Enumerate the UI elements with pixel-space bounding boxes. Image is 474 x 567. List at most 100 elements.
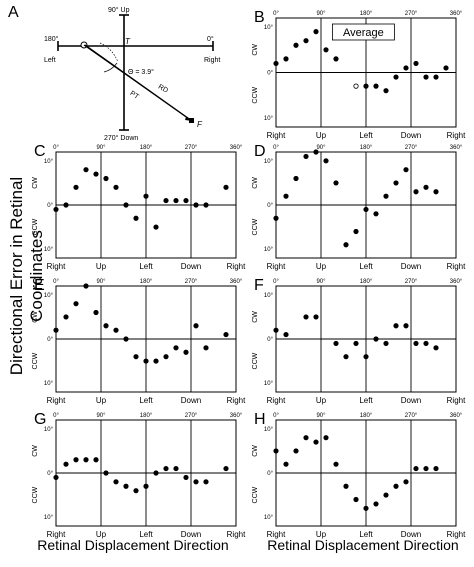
panel-g-data-point — [223, 465, 229, 472]
panel-c: C 0° 90° 180° 270° 360° Right Up Left Down Right 10… — [32, 143, 246, 271]
panel-c-data-point — [123, 202, 129, 208]
panel-g-data-point — [133, 488, 139, 494]
panel-e-bottom-tick-label: Left — [139, 396, 153, 405]
panel-h-data-point — [353, 496, 359, 503]
panel-c-cw-label: CW — [32, 177, 39, 189]
figure-x-axis-label-right: Retinal Displacement Direction — [267, 537, 459, 553]
panel-g-bottom-tick-label: Left — [139, 530, 153, 539]
panel-h-top-tick-label: 0° — [273, 413, 279, 419]
panel-h-data-point — [433, 465, 439, 472]
panel-d-y-tick-label: 10° — [264, 247, 274, 253]
panel-c-bottom-tick-label: Down — [181, 262, 201, 271]
panel-h-data-point — [273, 448, 279, 454]
panel-f-data-point — [303, 314, 309, 320]
panel-h-top-tick-label: 360° — [450, 413, 463, 419]
panel-f-y-tick-label: 10° — [264, 381, 274, 387]
panel-e-ccw-label: CCW — [32, 352, 39, 369]
panel-g-data-point — [103, 470, 109, 476]
panel-a-right-label: Right — [204, 57, 220, 64]
panel-b-top-tick-label: 90° — [316, 11, 326, 17]
panel-h-ccw-label: CCW — [252, 486, 259, 503]
panel-a-f-label: F — [197, 120, 203, 129]
panel-d-data-point — [383, 193, 389, 199]
panel-c-bottom-tick-label: Right — [47, 262, 66, 271]
panel-f-bottom-tick-label: Down — [401, 396, 421, 405]
panel-b-data-point — [273, 60, 279, 67]
panel-h-data-point — [323, 435, 329, 441]
panel-c-data-point — [53, 206, 59, 213]
panel-g-y-tick-label: 0° — [47, 471, 53, 477]
panel-e-data-point — [83, 283, 89, 289]
panel-g-top-tick-label: 270° — [185, 413, 198, 419]
panel-d-top-tick-label: 270° — [405, 145, 418, 151]
panel-a-down-label: 270° Down — [104, 134, 138, 142]
panel-b-title-box — [331, 23, 395, 41]
panel-d-data-point — [433, 189, 439, 195]
panel-e-data-point — [143, 358, 149, 364]
panel-f-top-tick-label: 180° — [360, 279, 373, 285]
panel-h-data-point — [303, 435, 309, 441]
panel-e-data-point — [153, 358, 159, 364]
panel-h-data-point — [413, 465, 419, 472]
panel-h-data-point — [393, 483, 399, 489]
panel-g-data-point — [53, 474, 59, 481]
panel-f-ccw-label: CCW — [252, 352, 259, 369]
panel-b-y-tick-label: 10° — [264, 116, 274, 122]
panel-d-y-tick-label: 10° — [264, 159, 274, 165]
panel-e-data-point — [183, 349, 189, 355]
panel-e-cw-label: CW — [32, 311, 39, 323]
panel-b-data-point — [373, 83, 379, 89]
panel-e-data-point — [123, 336, 129, 342]
panel-b-data-point — [323, 47, 329, 53]
panel-a-pt-label: PT — [129, 90, 141, 101]
panel-e-bottom-tick-label: Right — [227, 396, 246, 405]
panel-d-data-point — [273, 215, 279, 221]
panel-c-data-point — [143, 193, 149, 199]
panel-h-top-tick-label: 180° — [360, 413, 373, 419]
panel-d-bottom-tick-label: Up — [316, 262, 327, 271]
panel-d: D 0° 90° 180° 270° 360° Right Up Left Down Right 10… — [252, 143, 466, 271]
panel-f-data-point — [343, 354, 349, 360]
panel-f-y-tick-label: 0° — [267, 337, 273, 343]
panel-d-data-point — [353, 228, 359, 235]
panel-h-cw-label: CW — [252, 445, 259, 457]
panel-g-data-point — [73, 457, 79, 463]
panel-b-data-point — [413, 60, 419, 67]
panel-a-left-label: Left — [44, 57, 56, 64]
panel-b-data-point — [303, 38, 309, 44]
panel-e-data-point — [203, 345, 209, 351]
panel-c-y-tick-label: 0° — [47, 203, 53, 209]
panel-g-top-tick-label: 0° — [53, 413, 59, 419]
panel-c-data-point — [163, 197, 169, 204]
panel-g-data-point — [183, 474, 189, 481]
panel-f-data-point — [403, 323, 409, 329]
panel-g-y-tick-label: 10° — [44, 427, 54, 433]
panel-c-data-point — [113, 184, 119, 190]
panel-d-top-tick-label: 90° — [316, 145, 326, 151]
panel-h-data-point — [423, 465, 429, 472]
panel-b-data-point — [363, 83, 369, 89]
panel-h-top-tick-label: 270° — [405, 413, 418, 419]
panel-b-data-point — [383, 88, 389, 94]
panel-a-f-marker — [189, 118, 194, 123]
panel-d-ccw-label: CCW — [252, 218, 259, 235]
panel-b-data-point — [443, 65, 449, 71]
panel-c-ccw-label: CCW — [32, 218, 39, 235]
panel-e-data-point — [53, 327, 59, 333]
panel-c-data-point — [223, 184, 229, 190]
panel-c-data-point — [103, 175, 109, 182]
panel-b-y-tick-label: 10° — [264, 25, 274, 31]
panel-g-data-point — [63, 461, 69, 467]
panel-c-data-point — [173, 197, 179, 204]
panel-d-data-point — [403, 167, 409, 173]
panel-g-top-tick-label: 180° — [140, 413, 153, 419]
panel-h-y-tick-label: 10° — [264, 515, 274, 521]
panel-e-data-point — [93, 309, 99, 316]
panel-b-bottom-tick-label: Down — [401, 131, 421, 140]
panel-a-angle-arc — [99, 42, 119, 63]
panel-g-data-point — [83, 457, 89, 463]
panel-d-top-tick-label: 360° — [450, 145, 463, 151]
panel-b-top-tick-label: 270° — [405, 11, 418, 17]
panel-h-bottom-tick-label: Left — [359, 530, 373, 539]
panel-b-bottom-tick-label: Left — [359, 131, 373, 140]
